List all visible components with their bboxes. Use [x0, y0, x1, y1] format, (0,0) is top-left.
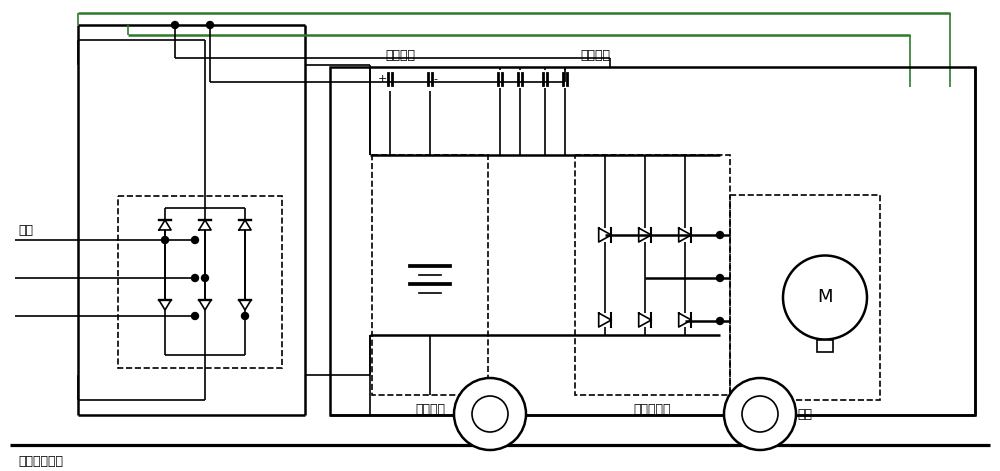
Circle shape [716, 232, 724, 238]
Text: -: - [433, 74, 437, 84]
Circle shape [783, 255, 867, 340]
Bar [372, 155, 488, 395]
Circle shape [716, 275, 724, 282]
Circle shape [192, 275, 198, 282]
Text: +: + [377, 74, 387, 84]
Bar [730, 195, 880, 400]
Text: 电网: 电网 [18, 224, 33, 236]
Circle shape [472, 396, 508, 432]
Text: 牵引变流器: 牵引变流器 [634, 403, 671, 416]
Circle shape [202, 275, 208, 282]
Circle shape [172, 22, 178, 29]
Bar [330, 67, 975, 415]
Circle shape [242, 312, 248, 319]
Text: 电机: 电机 [798, 408, 812, 421]
Circle shape [724, 378, 796, 450]
Text: M: M [817, 289, 833, 307]
Circle shape [454, 378, 526, 450]
Circle shape [162, 236, 168, 244]
Circle shape [192, 236, 198, 244]
Bar [817, 340, 833, 351]
Text: 直流充电装置: 直流充电装置 [18, 455, 63, 468]
Bar [575, 155, 730, 395]
Bar [118, 196, 282, 368]
Text: 通信接口: 通信接口 [580, 49, 610, 62]
Circle shape [207, 22, 214, 29]
Circle shape [742, 396, 778, 432]
Circle shape [192, 312, 198, 319]
Text: 动力电池: 动力电池 [415, 403, 445, 416]
Text: 授流装置: 授流装置 [385, 49, 415, 62]
Circle shape [716, 317, 724, 325]
